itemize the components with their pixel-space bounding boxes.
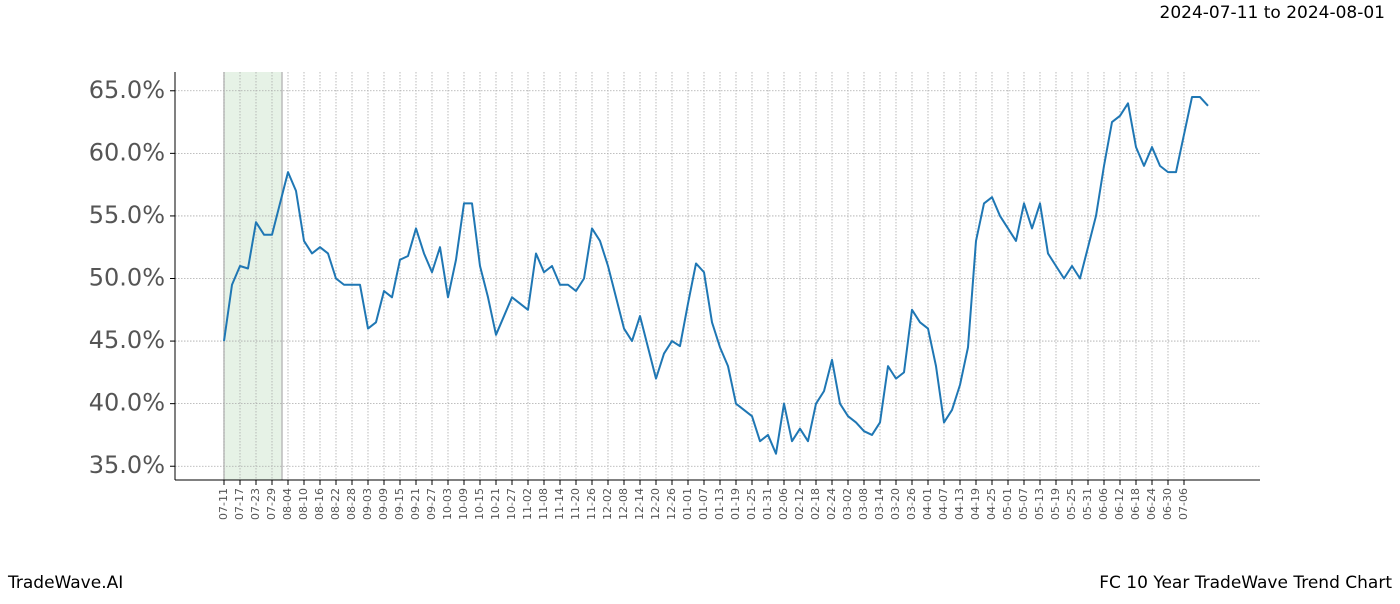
x-tick-label: 02-12 [793, 488, 806, 520]
plot [223, 96, 1209, 455]
x-tick-label: 10-15 [473, 488, 486, 520]
x-tick-label: 05-31 [1081, 488, 1094, 520]
y-tick-label: 45.0% [89, 326, 165, 354]
x-tick-label: 04-19 [969, 488, 982, 520]
x-tick-label: 03-02 [841, 488, 854, 520]
x-tick-label: 07-29 [265, 488, 278, 520]
x-tick-label: 03-20 [889, 488, 902, 520]
y-tick-label: 60.0% [89, 138, 165, 166]
x-tick-label: 11-02 [521, 488, 534, 520]
x-tick-label: 05-13 [1033, 488, 1046, 520]
x-tick-label: 01-25 [745, 488, 758, 520]
x-tick-label: 07-06 [1177, 488, 1190, 520]
x-tick-label: 09-27 [425, 488, 438, 520]
y-tick-label: 55.0% [89, 201, 165, 229]
x-tick-label: 06-24 [1145, 488, 1158, 520]
x-tick-label: 02-24 [825, 488, 838, 520]
x-tick-label: 02-06 [777, 488, 790, 520]
grid [175, 72, 1260, 480]
x-tick-label: 01-31 [761, 488, 774, 520]
x-tick-label: 08-04 [281, 488, 294, 520]
x-tick-label: 12-14 [633, 488, 646, 520]
x-tick-label: 12-20 [649, 488, 662, 520]
x-tick-label: 06-06 [1097, 488, 1110, 520]
x-tick-label: 08-10 [297, 488, 310, 520]
x-tick-label: 03-26 [905, 488, 918, 520]
footer-right: FC 10 Year TradeWave Trend Chart [1099, 573, 1392, 593]
x-tick-label: 04-13 [953, 488, 966, 520]
x-tick-label: 11-14 [553, 488, 566, 520]
highlight-band [224, 72, 282, 480]
x-tick-label: 07-17 [233, 488, 246, 520]
x-tick-label: 04-25 [985, 488, 998, 520]
x-tick-label: 01-13 [713, 488, 726, 520]
x-tick-label: 10-09 [457, 488, 470, 520]
x-tick-label: 12-26 [665, 488, 678, 520]
x-tick-label: 05-25 [1065, 488, 1078, 520]
x-tick-label: 08-16 [313, 488, 326, 520]
x-tick-label: 05-07 [1017, 488, 1030, 520]
chart-title: 2024-07-11 to 2024-08-01 [1160, 3, 1385, 23]
y-tick-label: 35.0% [89, 451, 165, 479]
x-tick-label: 06-30 [1161, 488, 1174, 520]
x-tick-label: 03-08 [857, 488, 870, 520]
y-tick-label: 40.0% [89, 389, 165, 417]
x-tick-label: 03-14 [873, 488, 886, 520]
x-tick-label: 01-07 [697, 488, 710, 520]
x-tick-label: 12-08 [617, 488, 630, 520]
footer-left: TradeWave.AI [7, 573, 123, 593]
x-tick-label: 09-21 [409, 488, 422, 520]
x-tick-label: 02-18 [809, 488, 822, 520]
x-tick-label: 09-09 [377, 488, 390, 520]
x-tick-label: 10-27 [505, 488, 518, 520]
x-tick-label: 04-01 [921, 488, 934, 520]
x-tick-label: 05-19 [1049, 488, 1062, 520]
x-tick-label: 08-28 [345, 488, 358, 520]
x-tick-label: 10-21 [489, 488, 502, 520]
x-tick-label: 01-01 [681, 488, 694, 520]
x-tick-label: 07-11 [217, 488, 230, 520]
x-tick-label: 11-08 [537, 488, 550, 520]
y-tick-label: 50.0% [89, 264, 165, 292]
x-tick-label: 07-23 [249, 488, 262, 520]
x-tick-label: 11-26 [585, 488, 598, 520]
x-tick-label: 09-03 [361, 488, 374, 520]
x-tick-label: 01-19 [729, 488, 742, 520]
x-tick-label: 06-18 [1129, 488, 1142, 520]
x-tick-label: 05-01 [1001, 488, 1014, 520]
y-tick-label: 65.0% [89, 76, 165, 104]
x-tick-label: 10-03 [441, 488, 454, 520]
x-tick-label: 08-22 [329, 488, 342, 520]
x-tick-label: 09-15 [393, 488, 406, 520]
x-tick-label: 11-20 [569, 488, 582, 520]
x-tick-label: 04-07 [937, 488, 950, 520]
x-tick-label: 12-02 [601, 488, 614, 520]
trend-line [223, 96, 1209, 455]
x-tick-label: 06-12 [1113, 488, 1126, 520]
